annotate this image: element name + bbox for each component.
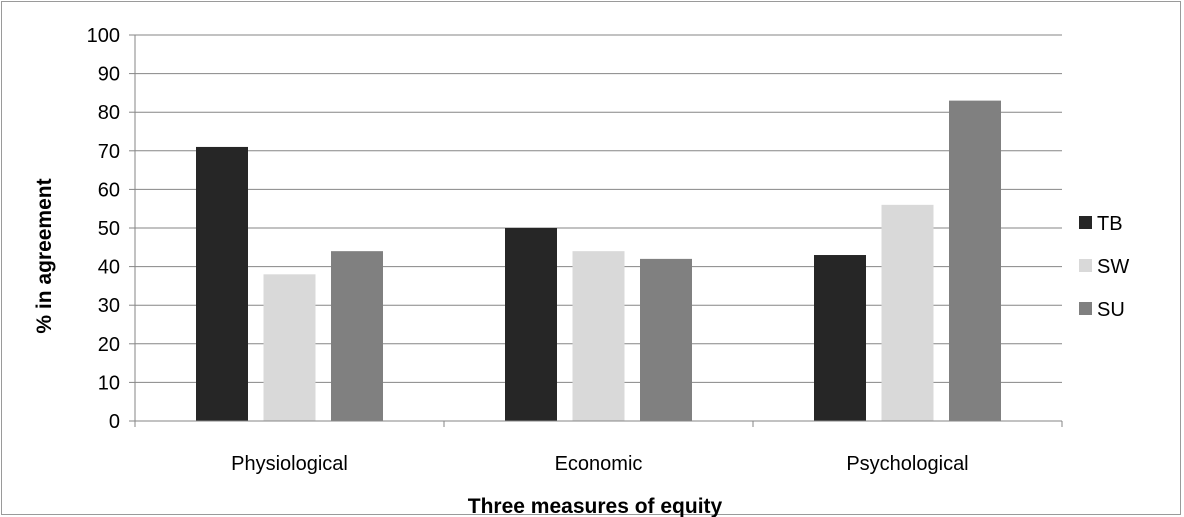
bar-su-physiological (331, 251, 383, 421)
bar-tb-psychological (814, 255, 866, 421)
axes (134, 35, 1063, 427)
y-tick-label: 30 (98, 295, 120, 317)
bar-sw-economic (572, 251, 625, 421)
x-tick-labels: Physiological Economic Psychological (231, 453, 969, 475)
legend-label-tb: TB (1097, 213, 1123, 235)
bar-sw-physiological (263, 274, 316, 421)
y-tick-label: 70 (98, 141, 120, 163)
y-tick-label: 60 (98, 179, 120, 201)
x-tick-label: Economic (555, 453, 643, 475)
y-axis-title: % in agreement (33, 178, 56, 333)
legend-swatch-tb (1079, 216, 1092, 229)
legend-label-su: SU (1097, 299, 1125, 321)
y-tick-label: 80 (98, 102, 120, 124)
x-tick-label: Psychological (846, 453, 968, 475)
y-tick-labels: 0 10 20 30 40 50 60 70 80 90 100 (87, 25, 120, 433)
bar-tb-economic (505, 228, 557, 421)
x-tick-label: Physiological (231, 453, 348, 475)
bar-su-psychological (949, 100, 1001, 422)
y-tick-label: 10 (98, 372, 120, 394)
y-tick-label: 100 (87, 25, 120, 47)
y-tick-label: 20 (98, 334, 120, 356)
bars (196, 100, 1001, 422)
legend-swatch-sw (1079, 259, 1092, 272)
legend: TB SW SU (1079, 213, 1129, 321)
y-tick-label: 90 (98, 64, 120, 86)
bar-sw-psychological (881, 204, 934, 421)
x-axis-title: Three measures of equity (468, 495, 723, 517)
y-tick-label: 0 (109, 411, 120, 433)
y-tick-label: 50 (98, 218, 120, 240)
legend-swatch-su (1079, 302, 1092, 315)
bar-su-economic (640, 258, 692, 421)
legend-label-sw: SW (1097, 256, 1129, 278)
y-tick-label: 40 (98, 257, 120, 279)
bar-tb-physiological (196, 146, 248, 421)
